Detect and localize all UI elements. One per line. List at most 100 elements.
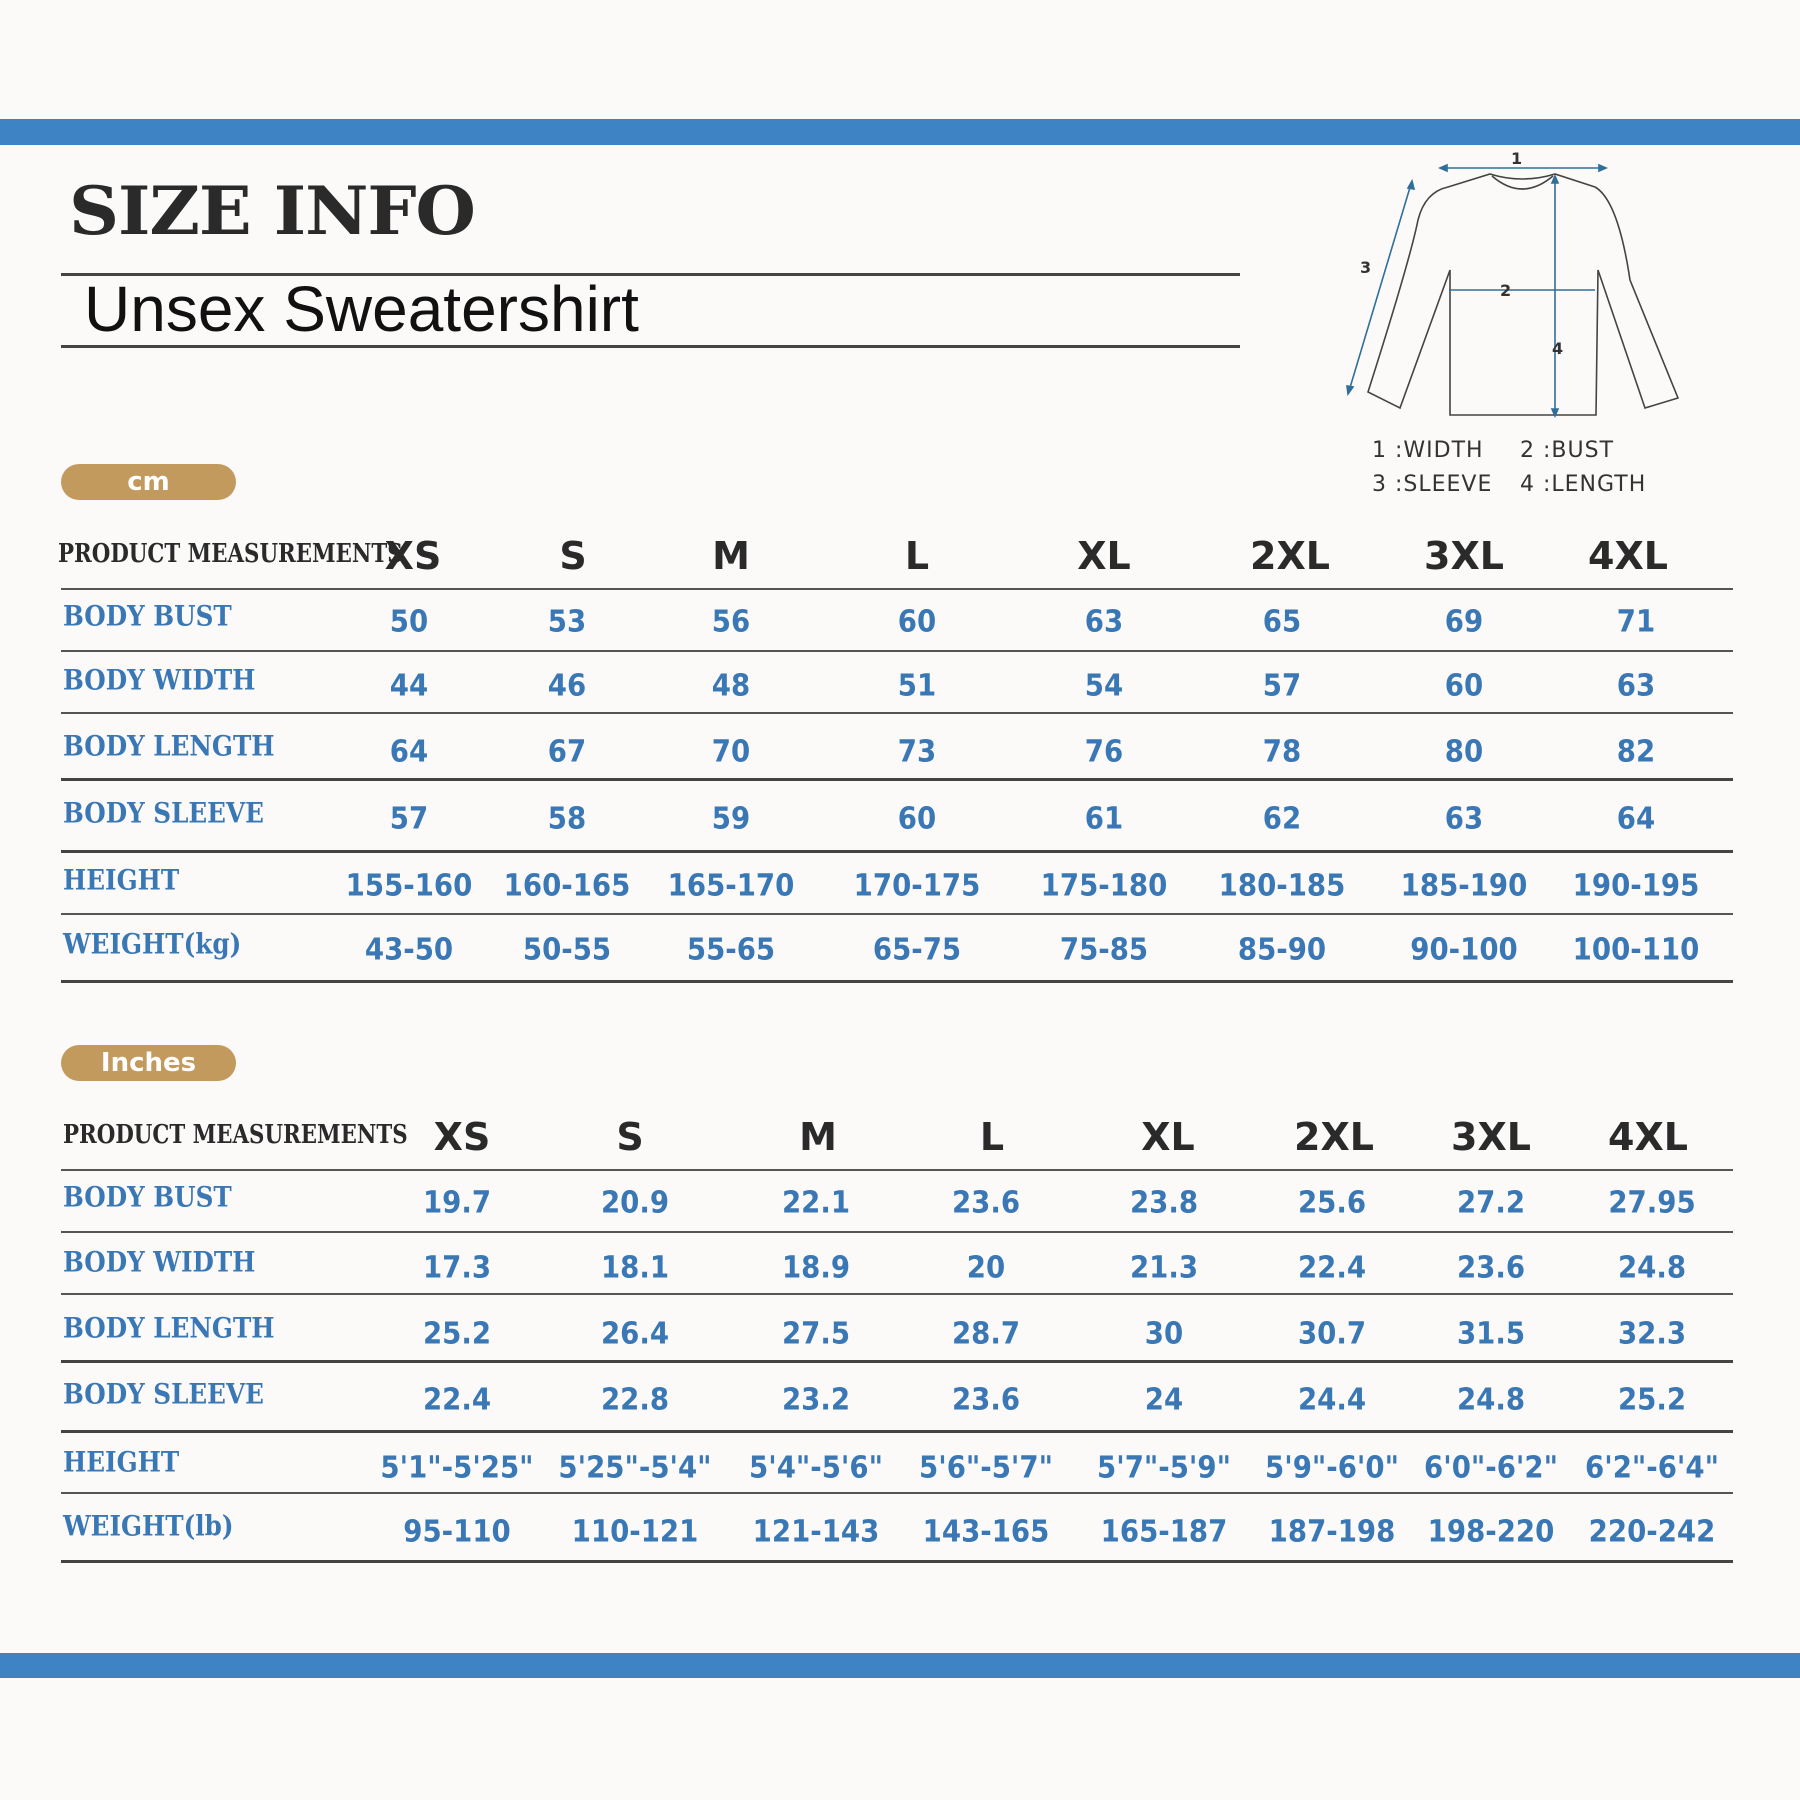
table-cell: 62 xyxy=(1262,801,1302,837)
table-cell: 24.8 xyxy=(1617,1250,1687,1286)
row-label: WEIGHT(kg) xyxy=(63,927,242,961)
table-divider xyxy=(61,1169,1733,1171)
table-cell: 18.1 xyxy=(600,1250,670,1286)
table-divider xyxy=(61,588,1733,590)
size-header-2xl: 2XL xyxy=(1294,1115,1374,1159)
table-cell: 160-165 xyxy=(503,868,631,904)
table-cell: 175-180 xyxy=(1040,868,1168,904)
table-cell: 21.3 xyxy=(1129,1250,1199,1286)
table-cell: 185-190 xyxy=(1400,868,1528,904)
table-cell: 22.8 xyxy=(600,1382,670,1418)
table-cell: 51 xyxy=(897,668,937,704)
page-title: SIZE INFO xyxy=(69,172,476,250)
table-cell: 30 xyxy=(1144,1316,1184,1352)
table-cell: 198-220 xyxy=(1427,1514,1555,1550)
table-cell: 25.2 xyxy=(1617,1382,1687,1418)
table-cell: 5'1"-5'25" xyxy=(380,1450,534,1486)
table-cell: 24 xyxy=(1144,1382,1184,1418)
table-cell: 73 xyxy=(897,734,937,770)
table-cell: 69 xyxy=(1444,604,1484,640)
table-cell: 17.3 xyxy=(422,1250,492,1286)
row-label: BODY WIDTH xyxy=(63,663,256,697)
table-cell: 22.4 xyxy=(422,1382,492,1418)
size-header-s: S xyxy=(616,1115,644,1159)
table-cell: 170-175 xyxy=(853,868,981,904)
table-cell: 60 xyxy=(1444,668,1484,704)
table-cell: 23.6 xyxy=(951,1185,1021,1221)
table-cell: 44 xyxy=(389,668,429,704)
table-divider xyxy=(61,1360,1733,1363)
size-header-4xl: 4XL xyxy=(1588,534,1668,578)
table-cell: 65-75 xyxy=(872,932,962,968)
table-divider xyxy=(61,1492,1733,1494)
table-cell: 23.6 xyxy=(1456,1250,1526,1286)
size-header-s: S xyxy=(559,534,587,578)
unit-badge-0: cm xyxy=(61,464,236,500)
marker-4: 4 xyxy=(1552,339,1563,358)
size-header-3xl: 3XL xyxy=(1424,534,1504,578)
table-cell: 187-198 xyxy=(1268,1514,1396,1550)
table-cell: 25.2 xyxy=(422,1316,492,1352)
table-cell: 27.2 xyxy=(1456,1185,1526,1221)
table-cell: 95-110 xyxy=(403,1514,511,1550)
row-label: BODY LENGTH xyxy=(63,729,275,763)
table-cell: 190-195 xyxy=(1572,868,1700,904)
table-cell: 64 xyxy=(389,734,429,770)
table-divider xyxy=(61,913,1733,915)
table-cell: 50 xyxy=(389,604,429,640)
row-label: BODY WIDTH xyxy=(63,1245,256,1279)
row-label: BODY SLEEVE xyxy=(63,796,264,830)
table-cell: 63 xyxy=(1616,668,1656,704)
table-cell: 6'0"-6'2" xyxy=(1424,1450,1558,1486)
table-cell: 28.7 xyxy=(951,1316,1021,1352)
table-cell: 57 xyxy=(1262,668,1302,704)
table-divider xyxy=(61,1231,1733,1233)
table-divider xyxy=(61,712,1733,714)
size-header-xl: XL xyxy=(1077,534,1131,578)
table-cell: 70 xyxy=(711,734,751,770)
table-cell: 63 xyxy=(1084,604,1124,640)
top-accent-bar xyxy=(0,119,1800,145)
table-cell: 64 xyxy=(1616,801,1656,837)
table-cell: 165-170 xyxy=(667,868,795,904)
table-cell: 22.4 xyxy=(1297,1250,1367,1286)
table-cell: 63 xyxy=(1444,801,1484,837)
table-cell: 20.9 xyxy=(600,1185,670,1221)
table-cell: 5'6"-5'7" xyxy=(919,1450,1053,1486)
legend-bust: 2 :BUST xyxy=(1520,438,1615,463)
table-divider xyxy=(61,1430,1733,1433)
table-divider xyxy=(61,778,1733,781)
table-cell: 23.2 xyxy=(781,1382,851,1418)
table-divider xyxy=(61,850,1733,853)
row-label: HEIGHT xyxy=(63,1445,180,1479)
row-label: BODY SLEEVE xyxy=(63,1377,264,1411)
table-cell: 48 xyxy=(711,668,751,704)
table-cell: 56 xyxy=(711,604,751,640)
table-cell: 26.4 xyxy=(600,1316,670,1352)
legend-sleeve: 3 :SLEEVE xyxy=(1372,472,1493,497)
table-cell: 57 xyxy=(389,801,429,837)
size-header-xl: XL xyxy=(1141,1115,1195,1159)
table-cell: 75-85 xyxy=(1059,932,1149,968)
table-cell: 5'4"-5'6" xyxy=(749,1450,883,1486)
product-measurements-header: PRODUCT MEASUREMENTS xyxy=(58,539,403,569)
table-cell: 90-100 xyxy=(1410,932,1518,968)
size-header-4xl: 4XL xyxy=(1608,1115,1688,1159)
table-cell: 165-187 xyxy=(1100,1514,1228,1550)
table-cell: 60 xyxy=(897,801,937,837)
row-label: BODY LENGTH xyxy=(63,1311,275,1345)
table-cell: 59 xyxy=(711,801,751,837)
size-header-l: L xyxy=(904,534,930,578)
sweatshirt-outline xyxy=(1367,173,1680,416)
table-cell: 180-185 xyxy=(1218,868,1346,904)
table-cell: 27.95 xyxy=(1608,1185,1696,1221)
row-label: HEIGHT xyxy=(63,863,180,897)
marker-1: 1 xyxy=(1511,149,1522,168)
table-cell: 5'9"-6'0" xyxy=(1265,1450,1399,1486)
table-cell: 55-65 xyxy=(686,932,776,968)
size-header-m: M xyxy=(712,534,750,578)
table-cell: 65 xyxy=(1262,604,1302,640)
table-cell: 71 xyxy=(1616,604,1656,640)
table-cell: 23.6 xyxy=(951,1382,1021,1418)
table-cell: 24.4 xyxy=(1297,1382,1367,1418)
